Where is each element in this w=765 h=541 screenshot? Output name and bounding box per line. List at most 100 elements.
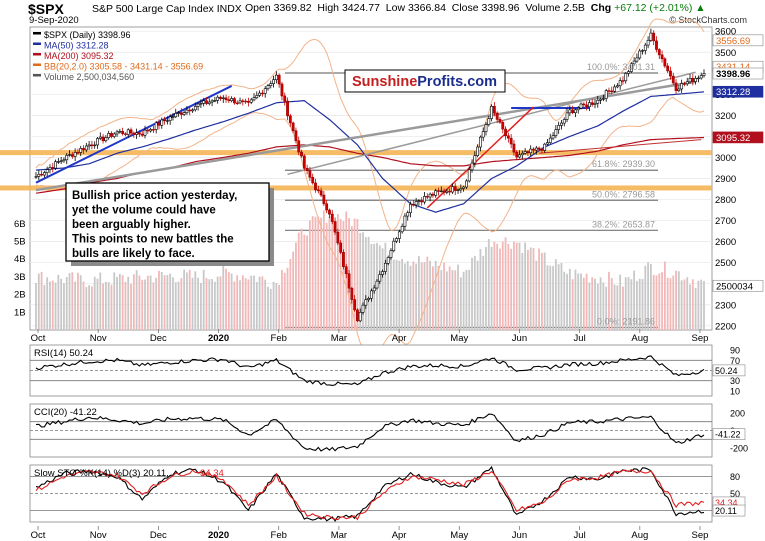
volume-bar (292, 251, 295, 330)
candle-body (59, 160, 63, 162)
price-tick-label: 2300 (715, 300, 736, 311)
volume-bar (622, 286, 624, 330)
candle-body (68, 154, 71, 156)
candle-body (657, 49, 661, 56)
candle-body (260, 92, 264, 95)
candle-body (221, 97, 225, 99)
candle-body (322, 194, 326, 205)
volume-bar (219, 276, 222, 330)
candle-body (76, 152, 80, 154)
volume-bar (54, 282, 57, 330)
volume-bar (163, 275, 166, 330)
volume-bar (317, 216, 320, 330)
volume-bar (588, 282, 591, 330)
volume-bar (205, 278, 208, 330)
candle-body (202, 100, 206, 104)
volume-bar (213, 281, 216, 330)
candle-body (286, 100, 289, 117)
volume-bar (127, 276, 130, 330)
candle-body (643, 44, 647, 51)
volume-bar (398, 260, 401, 330)
volume-bar (663, 261, 666, 330)
candle-body (515, 151, 519, 158)
annotation-line: yet the volume could have (72, 205, 216, 217)
volume-bar (406, 261, 409, 330)
legend-entry: MA(200) 3095.32 (44, 51, 114, 61)
candle-body (104, 137, 108, 142)
volume-bar (194, 271, 197, 330)
sunshineprofits-logo: SunshineProfits.com (352, 74, 497, 90)
candle-body (364, 299, 368, 306)
candle-body (504, 128, 507, 137)
indicator-tag (712, 504, 746, 517)
candle-body (37, 173, 41, 177)
volume-bar (532, 248, 535, 330)
volume-bar (314, 216, 317, 330)
volume-bar (225, 268, 227, 330)
candle-body (247, 100, 250, 103)
candle-body (629, 63, 633, 72)
volume-bar (90, 286, 93, 330)
volume-bar (457, 264, 459, 330)
candle-body (666, 65, 670, 72)
candle-body (546, 142, 549, 145)
sunshineprofits-logo-box (344, 69, 506, 93)
candle-body (593, 102, 597, 105)
volume-bar (311, 216, 314, 330)
candle-body (459, 188, 463, 191)
candle-body (302, 155, 306, 169)
month-label: Dec (150, 530, 167, 541)
candle-body (358, 312, 362, 322)
volume-bar (420, 262, 423, 330)
volume-bar (490, 246, 493, 330)
candle-body (568, 109, 572, 114)
candle-body (336, 231, 340, 244)
volume-bar (686, 277, 689, 330)
volume-bar (485, 247, 487, 330)
fib-label: 38.2%: 2653.87 (592, 219, 655, 229)
candle-body (423, 196, 426, 203)
volume-bar (211, 279, 213, 330)
candle-body (87, 144, 91, 147)
candle-body (112, 133, 116, 137)
volume-bar (445, 271, 448, 330)
volume-bar (395, 259, 398, 330)
candle-body (224, 97, 228, 100)
fib-label: 0.0%: 2191.86 (597, 317, 655, 327)
volume-bar (655, 275, 658, 330)
candle-body (191, 109, 194, 112)
volume-bar (462, 271, 465, 330)
candle-body (311, 176, 315, 184)
candle-body (437, 190, 440, 192)
candle-body (274, 74, 278, 81)
volume-bar (367, 236, 370, 330)
volume-bar (350, 226, 353, 330)
candle-body (177, 112, 180, 114)
volume-bar (342, 221, 345, 330)
volume-bar (459, 277, 462, 330)
volume-bar (608, 271, 610, 330)
volume-bar (336, 213, 339, 330)
volume-bar (580, 273, 582, 330)
volume-bar (669, 278, 672, 330)
volume-bar (322, 210, 325, 330)
volume-bar (515, 242, 518, 330)
volume-bar (272, 281, 275, 330)
volume-bar (415, 263, 418, 330)
month-label: Jul (574, 333, 586, 344)
candle-body (185, 109, 189, 113)
volume-bar (568, 268, 571, 330)
candle-body (288, 115, 292, 124)
candle-body (353, 299, 357, 311)
volume-bar (627, 277, 630, 330)
candle-body (160, 119, 164, 126)
candle-body (107, 133, 111, 138)
volume-bar (102, 283, 104, 330)
candle-body (448, 190, 452, 193)
candle-body (414, 201, 418, 206)
candle-body (590, 102, 594, 105)
candle-body (588, 102, 591, 108)
candle-body (45, 169, 49, 173)
volume-bar (82, 281, 85, 330)
volume-bar (426, 256, 429, 330)
